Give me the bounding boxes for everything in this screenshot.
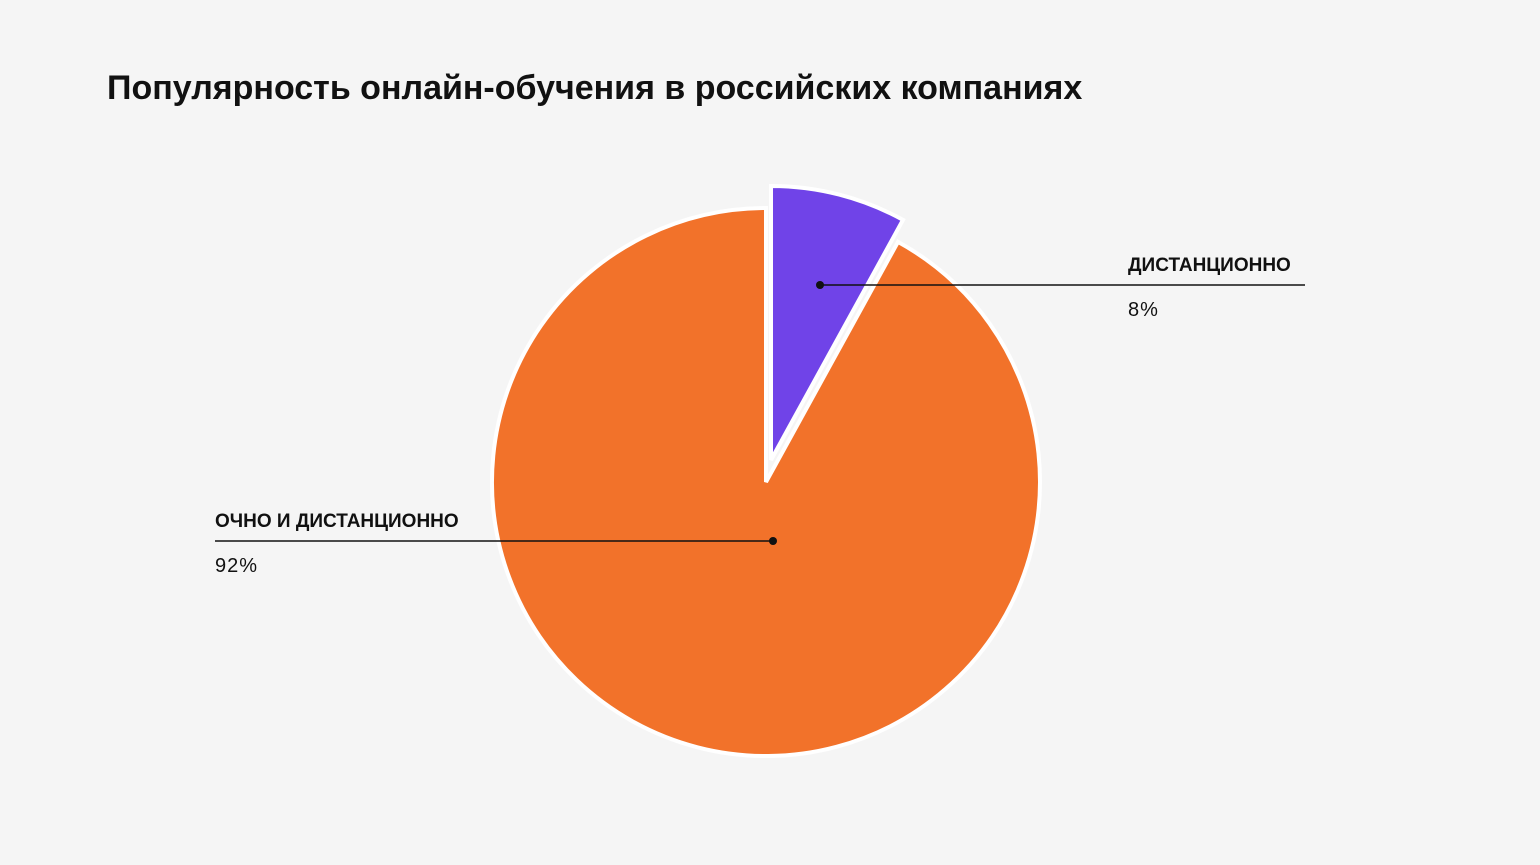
category-label: ДИСТАНЦИОННО [1128, 255, 1291, 276]
value-label: 92% [215, 555, 258, 577]
chart-title: Популярность онлайн-обучения в российски… [107, 69, 1082, 107]
pie-slice [769, 183, 906, 461]
leader-dot [816, 281, 824, 289]
value-label: 8% [1128, 299, 1159, 321]
leader-dot [769, 537, 777, 545]
pie-slice [490, 205, 1042, 758]
category-label: ОЧНО И ДИСТАНЦИОННО [215, 511, 459, 532]
